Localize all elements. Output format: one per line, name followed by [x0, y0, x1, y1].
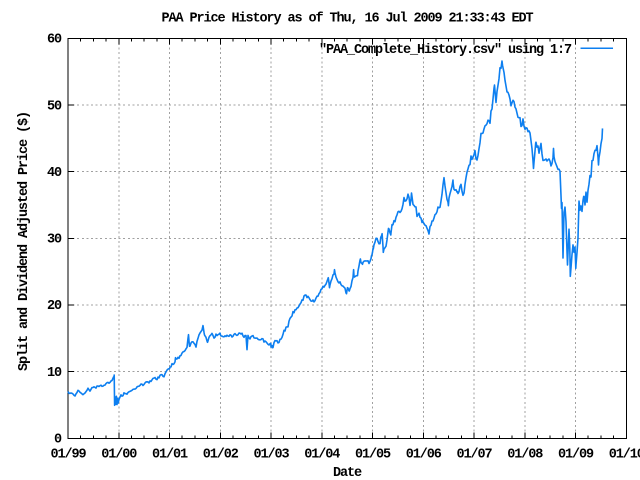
- svg-text:01/02: 01/02: [203, 447, 239, 462]
- svg-text:60: 60: [47, 33, 62, 48]
- svg-text:01/07: 01/07: [457, 447, 493, 462]
- svg-text:01/09: 01/09: [558, 447, 594, 462]
- svg-text:20: 20: [47, 299, 62, 314]
- svg-text:10: 10: [47, 366, 62, 381]
- svg-text:01/00: 01/00: [101, 447, 137, 462]
- svg-text:01/08: 01/08: [507, 447, 543, 462]
- svg-text:01/05: 01/05: [355, 447, 391, 462]
- svg-text:0: 0: [54, 433, 62, 448]
- svg-text:Split and Dividend Adjusted Pr: Split and Dividend Adjusted Price ($): [17, 112, 32, 371]
- svg-text:PAA Price History as of Thu, 1: PAA Price History as of Thu, 16 Jul 2009…: [161, 12, 533, 27]
- svg-text:30: 30: [47, 233, 62, 248]
- svg-text:01/10: 01/10: [609, 447, 640, 462]
- svg-text:01/99: 01/99: [50, 447, 86, 462]
- svg-text:01/01: 01/01: [152, 447, 188, 462]
- svg-text:01/03: 01/03: [254, 447, 290, 462]
- svg-text:50: 50: [47, 99, 62, 114]
- svg-text:01/06: 01/06: [406, 447, 442, 462]
- svg-text:Date: Date: [333, 466, 362, 480]
- svg-text:40: 40: [47, 166, 62, 181]
- svg-text:"PAA_Complete_History.csv" usi: "PAA_Complete_History.csv" using 1:7: [319, 43, 572, 58]
- svg-text:01/04: 01/04: [304, 447, 340, 462]
